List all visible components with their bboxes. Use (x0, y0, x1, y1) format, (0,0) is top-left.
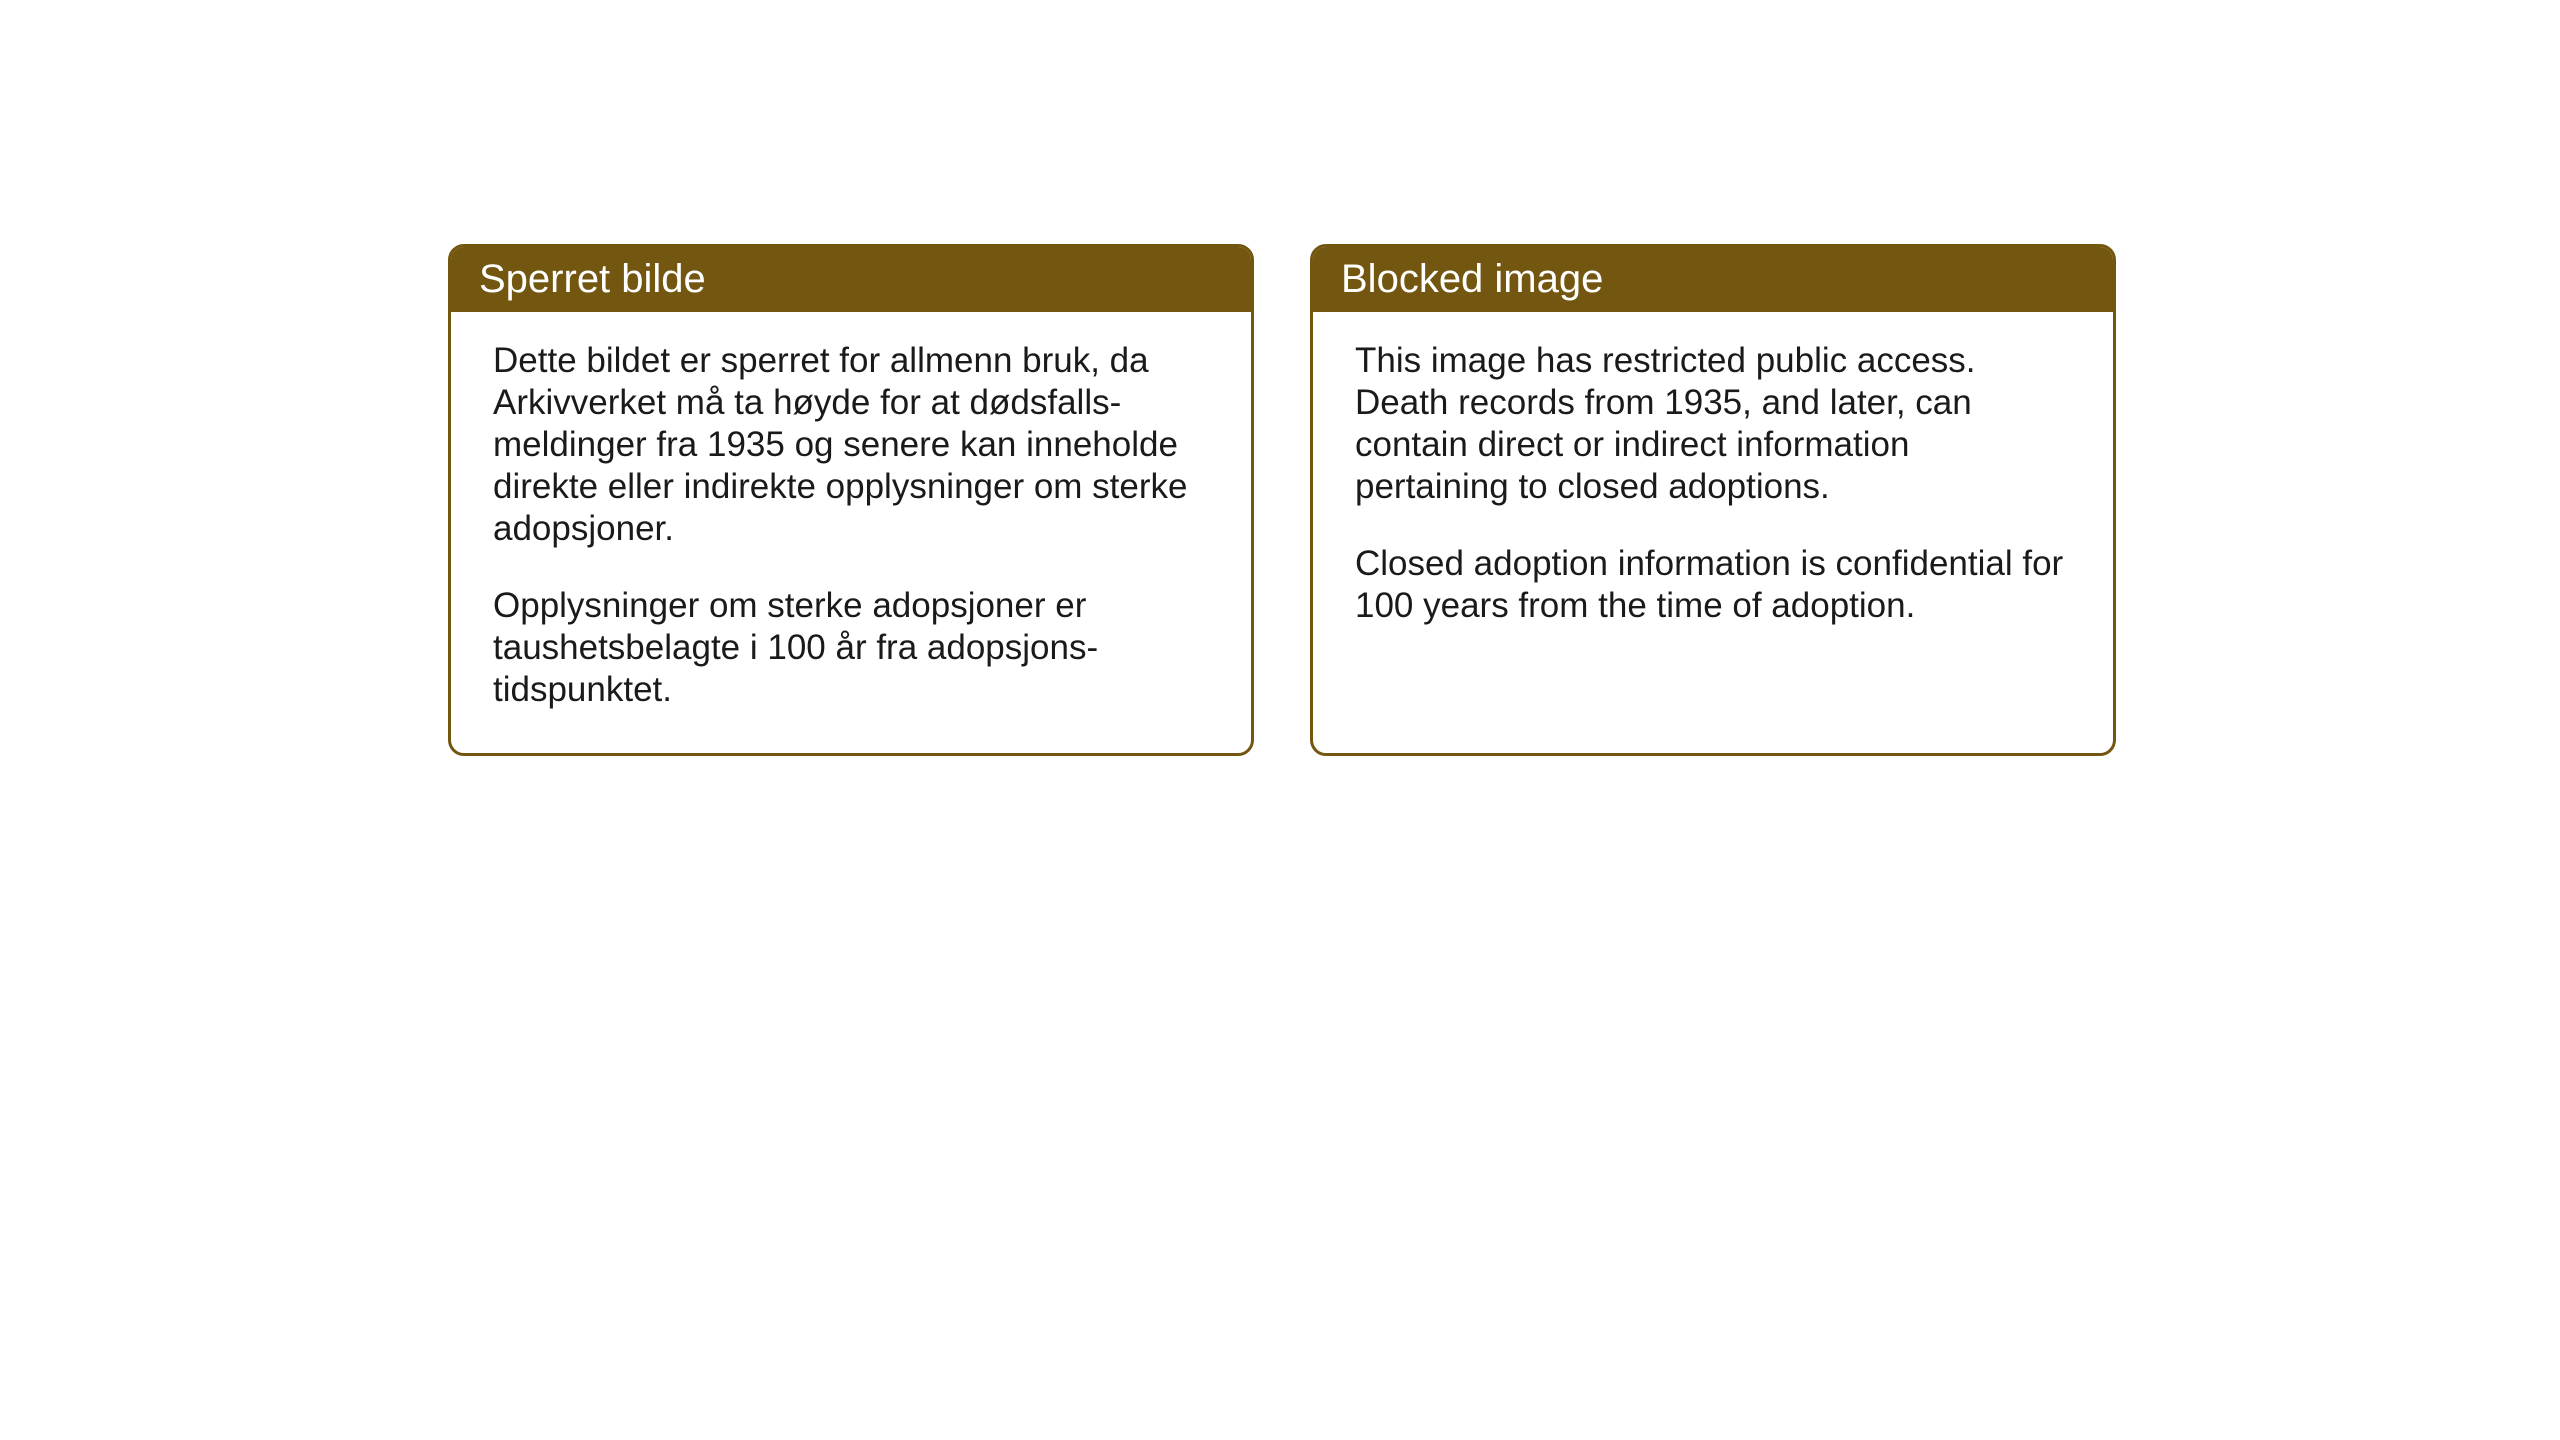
notice-card-english: Blocked image This image has restricted … (1310, 244, 2116, 756)
notice-cards-container: Sperret bilde Dette bildet er sperret fo… (448, 244, 2116, 756)
card-title-english: Blocked image (1341, 257, 1603, 301)
card-paragraph-2-english: Closed adoption information is confident… (1355, 543, 2071, 627)
card-paragraph-1-norwegian: Dette bildet er sperret for allmenn bruk… (493, 340, 1209, 550)
card-header-english: Blocked image (1313, 247, 2113, 312)
notice-card-norwegian: Sperret bilde Dette bildet er sperret fo… (448, 244, 1254, 756)
card-body-norwegian: Dette bildet er sperret for allmenn bruk… (451, 312, 1251, 753)
card-paragraph-2-norwegian: Opplysninger om sterke adopsjoner er tau… (493, 585, 1209, 711)
card-body-english: This image has restricted public access.… (1313, 312, 2113, 669)
card-title-norwegian: Sperret bilde (479, 257, 706, 301)
card-header-norwegian: Sperret bilde (451, 247, 1251, 312)
card-paragraph-1-english: This image has restricted public access.… (1355, 340, 2071, 508)
